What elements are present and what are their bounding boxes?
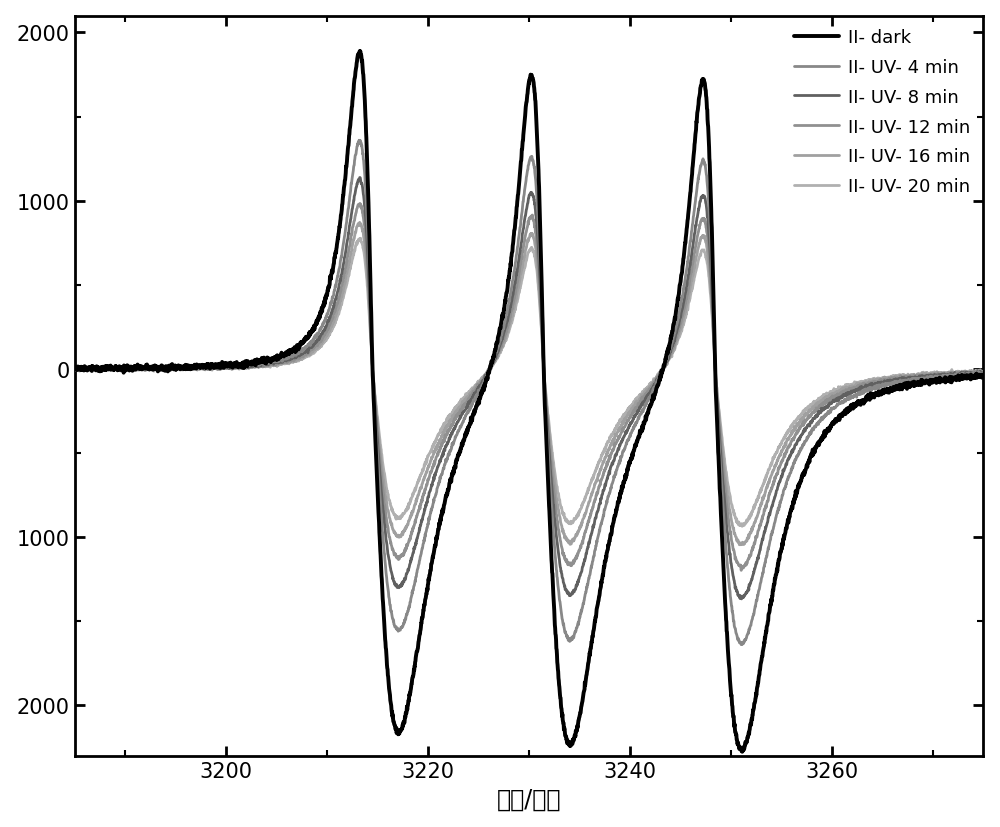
II- UV- 16 min — [862, 378, 874, 388]
II- UV- 8 min — [69, 364, 81, 374]
II- UV- 20 min — [960, 367, 972, 377]
II- UV- 20 min — [172, 364, 184, 374]
II- UV- 8 min — [736, 594, 748, 604]
II- UV- 20 min — [417, 466, 429, 476]
II- dark — [736, 747, 748, 757]
II- UV- 12 min — [226, 363, 238, 373]
II- UV- 4 min — [172, 364, 184, 374]
II- UV- 4 min — [69, 363, 81, 373]
Line: II- UV- 12 min: II- UV- 12 min — [75, 204, 983, 571]
II- dark — [862, 390, 874, 400]
II- UV- 8 min — [862, 381, 874, 391]
II- UV- 4 min — [736, 640, 748, 650]
II- UV- 16 min — [733, 540, 745, 550]
II- UV- 4 min — [417, 539, 429, 549]
II- dark — [226, 361, 238, 370]
II- UV- 16 min — [977, 369, 989, 379]
II- UV- 12 min — [457, 402, 469, 412]
II- UV- 4 min — [862, 385, 874, 394]
II- UV- 8 min — [354, 174, 366, 184]
II- UV- 12 min — [172, 364, 184, 374]
II- UV- 4 min — [226, 361, 238, 371]
II- dark — [69, 364, 81, 374]
II- dark — [172, 362, 184, 372]
Line: II- UV- 20 min: II- UV- 20 min — [75, 239, 983, 527]
II- UV- 12 min — [417, 490, 429, 500]
II- UV- 8 min — [226, 361, 238, 371]
II- UV- 8 min — [172, 362, 184, 372]
II- UV- 16 min — [172, 365, 184, 375]
II- UV- 8 min — [960, 369, 972, 379]
Line: II- UV- 4 min: II- UV- 4 min — [75, 141, 983, 645]
II- dark — [977, 370, 989, 380]
II- UV- 16 min — [69, 366, 81, 375]
II- dark — [457, 439, 469, 449]
II- dark — [960, 373, 972, 383]
II- UV- 20 min — [226, 364, 238, 374]
II- UV- 20 min — [457, 395, 469, 405]
X-axis label: 磁场/高斯: 磁场/高斯 — [497, 786, 561, 810]
II- UV- 8 min — [977, 370, 989, 380]
II- UV- 12 min — [354, 199, 366, 209]
II- UV- 4 min — [977, 370, 989, 380]
II- UV- 8 min — [457, 409, 469, 418]
II- UV- 12 min — [69, 366, 81, 375]
Legend: II- dark, II- UV- 4 min, II- UV- 8 min, II- UV- 12 min, II- UV- 16 min, II- UV- : II- dark, II- UV- 4 min, II- UV- 8 min, … — [787, 22, 978, 203]
II- dark — [354, 47, 366, 57]
II- UV- 4 min — [353, 136, 365, 146]
II- UV- 16 min — [417, 476, 429, 485]
II- UV- 20 min — [69, 364, 81, 374]
II- UV- 20 min — [736, 522, 748, 532]
II- UV- 16 min — [354, 218, 366, 228]
II- UV- 12 min — [735, 566, 747, 576]
II- UV- 16 min — [457, 399, 469, 409]
Line: II- UV- 16 min: II- UV- 16 min — [75, 223, 983, 545]
II- UV- 16 min — [226, 362, 238, 372]
Line: II- dark: II- dark — [75, 52, 983, 752]
II- UV- 20 min — [977, 367, 989, 377]
II- UV- 16 min — [960, 368, 972, 378]
II- UV- 20 min — [355, 234, 367, 244]
II- UV- 4 min — [960, 371, 972, 381]
II- UV- 8 min — [417, 511, 429, 521]
Line: II- UV- 8 min: II- UV- 8 min — [75, 179, 983, 599]
II- UV- 4 min — [457, 418, 469, 428]
II- UV- 12 min — [977, 367, 989, 377]
II- dark — [417, 605, 429, 615]
II- UV- 12 min — [862, 378, 874, 388]
II- UV- 12 min — [960, 369, 972, 379]
II- UV- 20 min — [862, 375, 874, 385]
